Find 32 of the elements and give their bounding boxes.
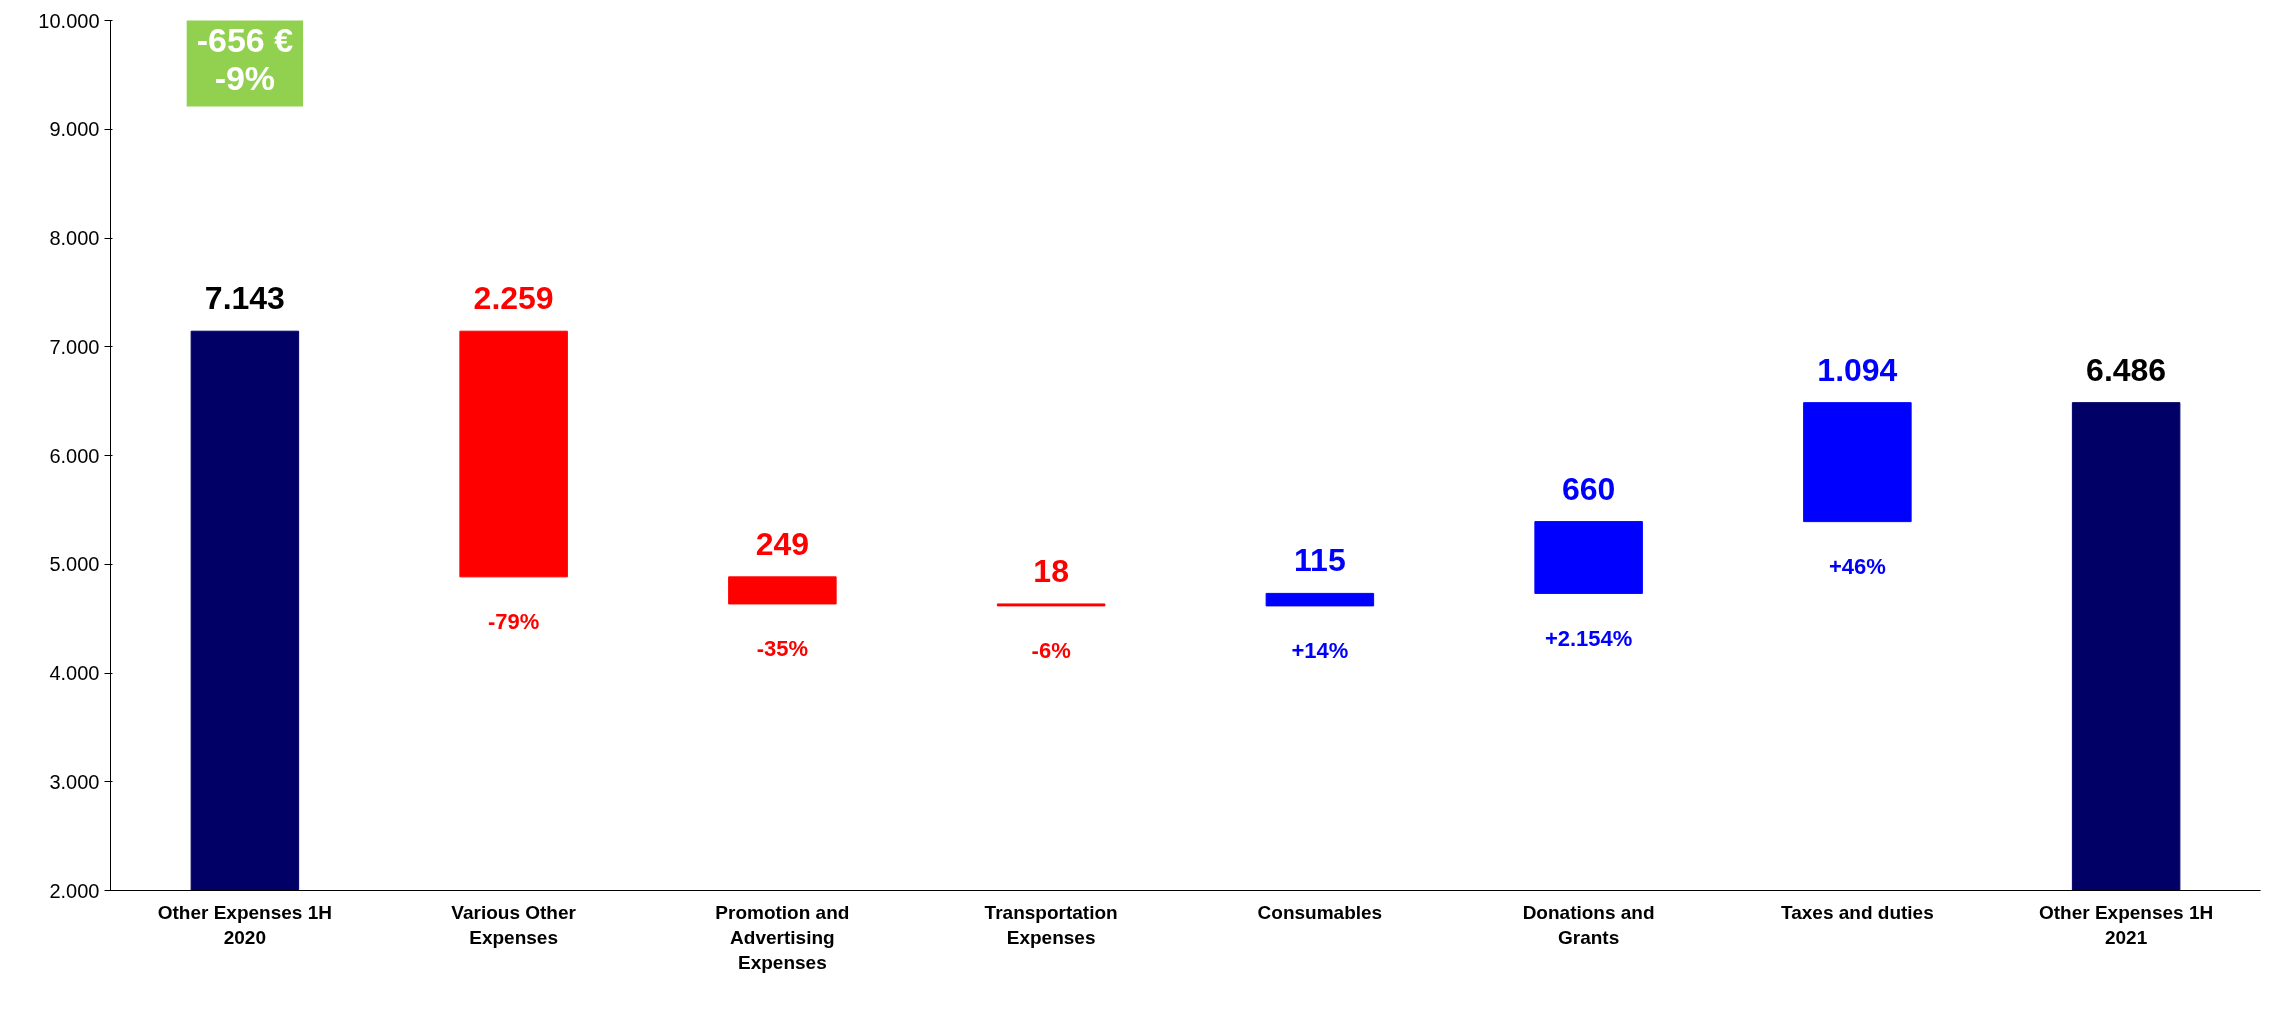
x-tick-label: Other Expenses 1H 2020: [157, 901, 333, 948]
x-tick-label: Consumables: [1257, 901, 1383, 923]
data-label: 6.486: [2086, 351, 2167, 388]
y-tick-label: 10.000: [38, 9, 100, 32]
data-label: 7.143: [204, 280, 285, 317]
x-tick-label: Transportation Expenses: [984, 901, 1118, 948]
annotation: +2.154%: [1544, 625, 1633, 651]
annotation: -656 € -9%: [196, 20, 294, 97]
annotation: +14%: [1291, 638, 1349, 664]
y-tick-label: 7.000: [49, 335, 100, 358]
x-tick-label: Other Expenses 1H 2021: [2039, 901, 2214, 948]
y-tick-label: 4.000: [49, 662, 100, 684]
y-tick-label: 3.000: [49, 770, 100, 793]
data-label: 18: [1033, 552, 1069, 589]
x-tick-label: Donations and Grants: [1522, 901, 1655, 948]
x-tick-label: Various Other Expenses: [451, 901, 577, 948]
annotation: +46%: [1828, 554, 1886, 580]
y-tick-label: 9.000: [49, 118, 100, 141]
data-label: 115: [1294, 542, 1346, 579]
annotation: -79%: [487, 609, 540, 635]
y-tick-label: 8.000: [49, 227, 100, 249]
x-tick-label: Promotion and Advertising Expenses: [715, 901, 850, 973]
annotation: -35%: [756, 636, 809, 662]
data-label: 249: [755, 525, 810, 562]
data-label: 1.094: [1817, 351, 1898, 388]
data-label: 2.259: [473, 280, 554, 317]
y-tick-label: 5.000: [49, 553, 100, 576]
data-label: 660: [1561, 470, 1616, 507]
y-tick-label: 2.000: [49, 879, 100, 902]
x-tick-label: Taxes and duties: [1781, 901, 1934, 923]
annotation: -6%: [1031, 638, 1071, 664]
y-tick-label: 6.000: [49, 444, 100, 467]
